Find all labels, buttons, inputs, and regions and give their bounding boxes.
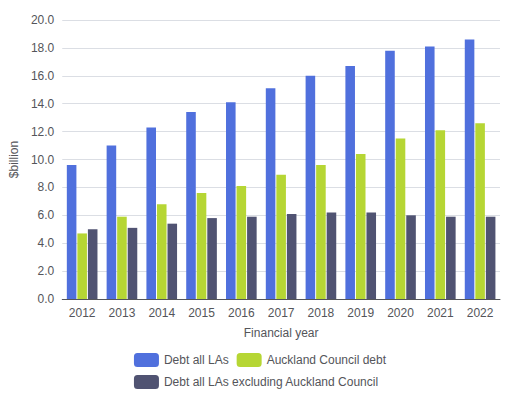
svg-text:2020: 2020 [387,306,414,320]
svg-text:18.0: 18.0 [31,41,55,55]
svg-text:2.0: 2.0 [38,264,55,278]
svg-text:20.0: 20.0 [31,13,55,27]
svg-text:0.0: 0.0 [38,292,55,306]
svg-text:2012: 2012 [69,306,96,320]
svg-text:2017: 2017 [268,306,295,320]
svg-text:2015: 2015 [188,306,215,320]
svg-text:Financial year: Financial year [244,326,319,340]
svg-text:8.0: 8.0 [38,180,55,194]
svg-text:10.0: 10.0 [31,153,55,167]
svg-text:Debt all LAs excluding Aucklan: Debt all LAs excluding Auckland Council [164,375,378,389]
svg-text:2016: 2016 [228,306,255,320]
svg-text:2014: 2014 [148,306,175,320]
svg-text:2013: 2013 [109,306,136,320]
svg-text:2018: 2018 [308,306,335,320]
svg-text:$billion: $billion [7,141,21,178]
svg-text:16.0: 16.0 [31,69,55,83]
svg-text:4.0: 4.0 [38,236,55,250]
svg-text:12.0: 12.0 [31,125,55,139]
svg-text:6.0: 6.0 [38,208,55,222]
svg-text:Debt all LAs: Debt all LAs [164,353,229,367]
svg-text:2019: 2019 [347,306,374,320]
svg-text:14.0: 14.0 [31,97,55,111]
svg-text:Auckland Council debt: Auckland Council debt [267,353,387,367]
svg-text:2021: 2021 [427,306,454,320]
svg-text:2022: 2022 [467,306,494,320]
